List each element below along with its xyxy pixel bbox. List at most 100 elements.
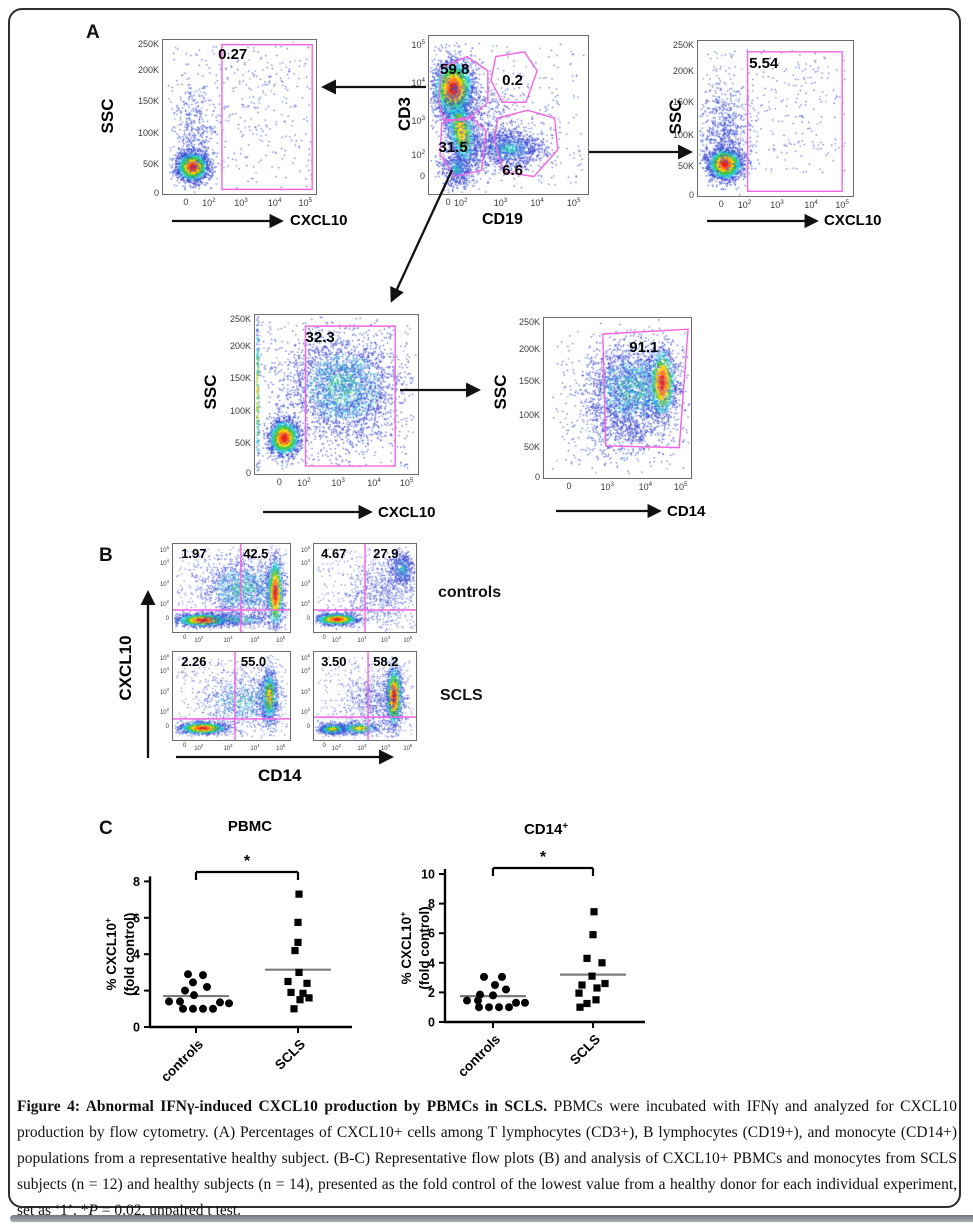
gate-percentage: 58.2 xyxy=(373,653,399,669)
x-axis-tick: 104 xyxy=(250,635,260,644)
y-axis-tick: 200K xyxy=(518,344,540,354)
y-axis-tick: 103 xyxy=(159,686,169,696)
y-axis-tick: 50K xyxy=(523,441,540,452)
y-axis-tick: 103 xyxy=(411,115,425,127)
density-cloud-canvas xyxy=(698,41,853,196)
y-axis-tick: 50K xyxy=(142,158,159,169)
y-axis-tick: 0 xyxy=(306,723,310,730)
a4-y-axis-label: SSC xyxy=(201,374,220,410)
flow-plot-bcells-ssc-cxcl10: 5.54 250K 200K 150K 100K 50K 0 0 102 103 104 105 xyxy=(673,40,854,210)
gate-shape xyxy=(603,329,688,447)
x-axis-tick: 103 xyxy=(234,197,248,208)
density-cloud-canvas xyxy=(163,40,316,194)
y-axis-tick: 102 xyxy=(300,598,310,608)
density-cloud-canvas xyxy=(314,652,416,740)
gate-percentage: 27.9 xyxy=(373,545,399,561)
x-axis-tick: 103 xyxy=(223,635,233,644)
panel-a-label: A xyxy=(86,22,100,43)
caption-pvalue-symbol: P xyxy=(88,1202,98,1219)
y-axis-tick: 102 xyxy=(411,148,425,160)
y-axis-tick: 103 xyxy=(159,578,169,588)
y-axis-tick: 104 xyxy=(300,665,310,675)
x-axis-tick: 104 xyxy=(367,477,381,488)
density-cloud-canvas xyxy=(173,652,290,740)
b-row-label-scls: SCLS xyxy=(440,687,483,704)
x-axis-tick: 105 xyxy=(298,197,313,208)
caption-body: PBMCs were incubated with IFNγ and analy… xyxy=(17,1098,957,1219)
gate-overlay xyxy=(255,315,418,474)
y-axis-tick: 0 xyxy=(153,188,159,198)
y-axis-tick: 100K xyxy=(672,129,694,140)
gate-overlay xyxy=(429,36,588,194)
a2-y-axis-label: CD3 xyxy=(395,96,414,132)
gate-shape xyxy=(748,52,843,192)
gate-percentage: 1.97 xyxy=(181,545,207,561)
y-axis-tick: 200K xyxy=(137,64,159,75)
y-axis-tick: 50K xyxy=(677,160,694,171)
y-axis-tick: 100K xyxy=(518,409,540,420)
a1-x-axis-label: CXCL10 xyxy=(290,212,348,229)
gate-percentage: 55.0 xyxy=(240,653,267,669)
y-axis-tick: 150K xyxy=(518,376,540,386)
y-axis-tick: 105 xyxy=(300,545,310,555)
y-axis-tick: 103 xyxy=(300,578,310,588)
figure-border xyxy=(8,8,961,1208)
flow-plot-cd3-cd19: 59.8 0.2 31.5 6.6 105 104 103 102 0 0 102 103 104 105 xyxy=(411,35,589,208)
x-axis-tick: 103 xyxy=(223,743,233,752)
x-axis-tick: 103 xyxy=(331,477,345,488)
gate-shape xyxy=(306,326,396,466)
gate-percentage: 0.27 xyxy=(218,46,248,64)
y-axis-tick: 150K xyxy=(229,372,251,383)
x-axis-tick: 105 xyxy=(276,743,286,752)
x-axis-tick: 103 xyxy=(357,635,367,644)
y-axis-tick: 0 xyxy=(534,472,540,482)
x-axis-tick: 0 xyxy=(276,477,282,487)
x-axis-tick: 0 xyxy=(566,481,572,491)
density-cloud-canvas xyxy=(173,544,290,632)
x-axis-tick: 104 xyxy=(530,197,544,208)
x-axis-tick: 102 xyxy=(737,199,752,210)
y-axis-tick: 102 xyxy=(159,598,169,608)
flow-plot-b-controls-monocytes: 4.67 27.9 105 104 103 102 0 0 102 103 104 105 xyxy=(301,543,417,644)
gate-percentage: 0.2 xyxy=(502,72,523,90)
x-axis-tick: 105 xyxy=(673,481,688,492)
y-axis-tick: 0 xyxy=(419,170,425,181)
b-row-label-controls: controls xyxy=(438,584,502,601)
gate-overlay xyxy=(163,40,316,194)
gate-overlay xyxy=(314,652,416,740)
a2-x-axis-label: CD19 xyxy=(482,211,523,228)
density-cloud-canvas xyxy=(255,315,418,474)
gate-shape xyxy=(491,52,537,103)
x-axis-tick: 102 xyxy=(297,477,311,488)
x-axis-tick: 105 xyxy=(399,477,414,488)
b-y-axis-label: CXCL10 xyxy=(116,635,135,701)
gate-percentage: 4.67 xyxy=(321,545,347,561)
y-axis-tick: 0 xyxy=(245,468,251,478)
y-axis-tick: 105 xyxy=(159,545,169,555)
y-axis-tick: 104 xyxy=(159,557,169,567)
y-axis-tick: 0 xyxy=(165,723,169,730)
x-axis-tick: 103 xyxy=(493,197,508,208)
x-axis-tick: 105 xyxy=(566,197,581,208)
x-axis-tick: 102 xyxy=(194,743,204,752)
x-axis-tick: 104 xyxy=(250,743,260,752)
y-axis-tick: 103 xyxy=(300,686,310,696)
x-axis-tick: 102 xyxy=(202,197,216,208)
gate-shape xyxy=(440,117,486,177)
flow-plot-b-scls-pbmc: 2.26 55.0 105 104 103 102 0 0 102 103 104 105 xyxy=(160,651,291,752)
gate-shape xyxy=(494,110,558,176)
flow-plot-tcells-ssc-cxcl10: 0.27 250K 200K 150K 100K 50K 0 0 102 103 104 105 xyxy=(138,39,317,208)
a5-y-axis-label: SSC xyxy=(491,374,510,410)
y-axis-tick: 104 xyxy=(300,557,310,567)
x-axis-tick: 0 xyxy=(322,743,326,749)
x-axis-tick: 105 xyxy=(835,199,849,210)
y-axis-tick: 200K xyxy=(672,66,694,76)
y-axis-tick: 150K xyxy=(672,97,694,107)
gate-percentage: 5.54 xyxy=(749,54,779,72)
gate-overlay xyxy=(173,652,290,740)
x-axis-tick: 102 xyxy=(454,197,468,208)
caption-pvalue-text: = 0.02, unpaired t test. xyxy=(97,1202,241,1219)
b-x-axis-label: CD14 xyxy=(258,766,302,785)
y-axis-tick: 0 xyxy=(165,615,169,622)
